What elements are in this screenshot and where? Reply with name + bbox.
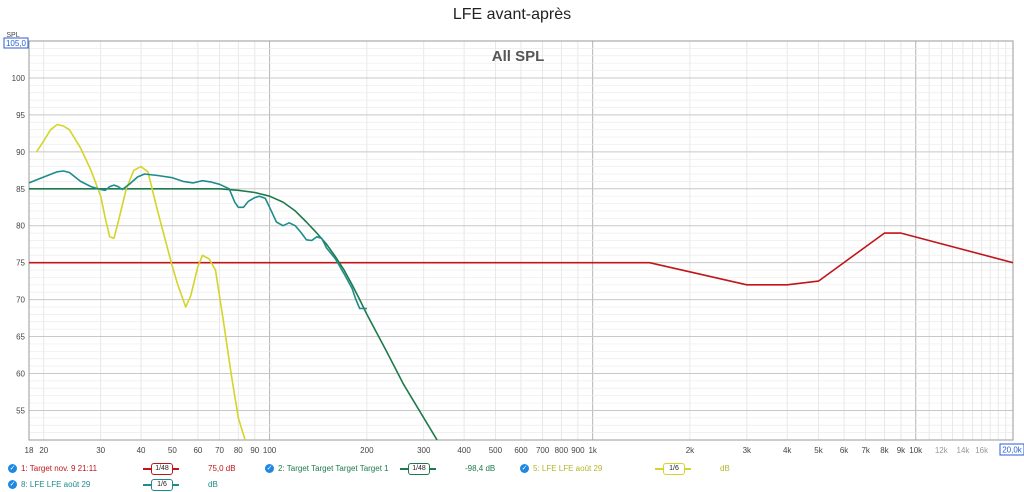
- grid: [29, 40, 1014, 441]
- y-axis: 55 60 65 70 75 80 85 90 95 100: [12, 74, 26, 416]
- x-tick-label: 1k: [588, 446, 597, 455]
- x-tick-label: 7k: [861, 446, 870, 455]
- y-axis-label: SPL: [6, 32, 19, 39]
- x-tick-label: 90: [250, 446, 259, 455]
- legend-checkbox[interactable]: ✓: [8, 480, 17, 489]
- x-tick-label: 18: [25, 446, 34, 455]
- series-group: [29, 123, 1013, 440]
- x-tick-label: 14k: [957, 446, 971, 455]
- legend-checkbox[interactable]: ✓: [520, 464, 529, 473]
- legend-smoothing-box[interactable]: 1/6: [151, 479, 173, 491]
- series-line-4: [29, 170, 367, 310]
- x-tick-label: 100: [263, 446, 277, 455]
- x-tick-label: 20: [39, 446, 48, 455]
- legend-value: dB: [208, 480, 218, 489]
- x-tick-label: 12k: [935, 446, 949, 455]
- legend-smoothing-box[interactable]: 1/6: [663, 463, 685, 475]
- y-tick-label: 70: [16, 296, 25, 305]
- x-tick-label: 70: [215, 446, 224, 455]
- x-tick-label: 5k: [814, 446, 823, 455]
- x-tick-label: 50: [168, 446, 177, 455]
- x-axis: 18 20 30 40 50 60 70 80 90 100 200 300 400 500 600 700 8…: [25, 446, 990, 455]
- x-tick-label: 10k: [909, 446, 923, 455]
- y-tick-label: 75: [16, 259, 25, 268]
- legend-value: -98,4 dB: [465, 464, 496, 473]
- x-tick-label: 400: [457, 446, 471, 455]
- legend-checkbox[interactable]: ✓: [8, 464, 17, 473]
- chart-title: LFE avant-après: [452, 6, 572, 23]
- x-tick-label: 80: [234, 446, 243, 455]
- x-tick-label: 900: [571, 446, 585, 455]
- x-tick-label: 2k: [686, 446, 695, 455]
- y-tick-label: 95: [16, 111, 25, 120]
- legend-item[interactable]: ✓ 5: LFE LFE août 29 1/6 dB: [520, 463, 770, 475]
- legend-value: 75,0 dB: [208, 464, 236, 473]
- x-tick-label: 30: [96, 446, 105, 455]
- y-top-value: 105,0: [6, 39, 27, 48]
- x-right-value: 20,0k: [1002, 446, 1023, 455]
- y-tick-label: 55: [16, 406, 25, 415]
- x-tick-label: 300: [417, 446, 431, 455]
- legend-series-name: 5: LFE LFE août 29: [533, 464, 603, 473]
- legend-series-name: 2: Target Target Target Target 1: [278, 464, 389, 473]
- x-tick-label: 16k: [975, 446, 989, 455]
- x-tick-label: 200: [360, 446, 374, 455]
- y-tick-label: 100: [12, 74, 26, 83]
- legend-item[interactable]: ✓ 1: Target nov. 9 21:11 1/48 75,0 dB: [8, 463, 258, 475]
- y-tick-label: 65: [16, 333, 25, 342]
- legend-smoothing-box[interactable]: 1/48: [408, 463, 430, 475]
- legend-item[interactable]: ✓ 2: Target Target Target Target 1 1/48 -98…: [265, 463, 515, 475]
- x-tick-label: 600: [514, 446, 528, 455]
- x-tick-label: 500: [489, 446, 503, 455]
- y-top-box: [3, 37, 29, 49]
- x-tick-label: 4k: [783, 446, 792, 455]
- x-tick-label: 60: [193, 446, 202, 455]
- y-tick-label: 80: [16, 222, 25, 231]
- legend-smoothing-box[interactable]: 1/48: [151, 463, 173, 475]
- x-right-box: [999, 443, 1024, 456]
- legend-value: dB: [720, 464, 730, 473]
- legend-item[interactable]: ✓ 8: LFE LFE août 29 1/6 dB: [8, 479, 258, 491]
- series-line-3: [35, 123, 246, 440]
- legend-series-name: 1: Target nov. 9 21:11: [21, 464, 98, 473]
- x-tick-label: 3k: [743, 446, 752, 455]
- legend-series-name: 8: LFE LFE août 29: [21, 480, 91, 489]
- x-tick-label: 40: [137, 446, 146, 455]
- x-tick-label: 800: [555, 446, 569, 455]
- plot-frame: [28, 40, 1014, 441]
- y-tick-label: 60: [16, 370, 25, 379]
- x-tick-label: 6k: [840, 446, 849, 455]
- x-tick-label: 9k: [897, 446, 906, 455]
- y-tick-label: 85: [16, 185, 25, 194]
- x-tick-label: 8k: [880, 446, 889, 455]
- x-tick-label: 700: [536, 446, 550, 455]
- legend-checkbox[interactable]: ✓: [265, 464, 274, 473]
- y-tick-label: 90: [16, 148, 25, 157]
- watermark-label: All SPL: [492, 48, 545, 65]
- series-line-1: [29, 232, 1013, 286]
